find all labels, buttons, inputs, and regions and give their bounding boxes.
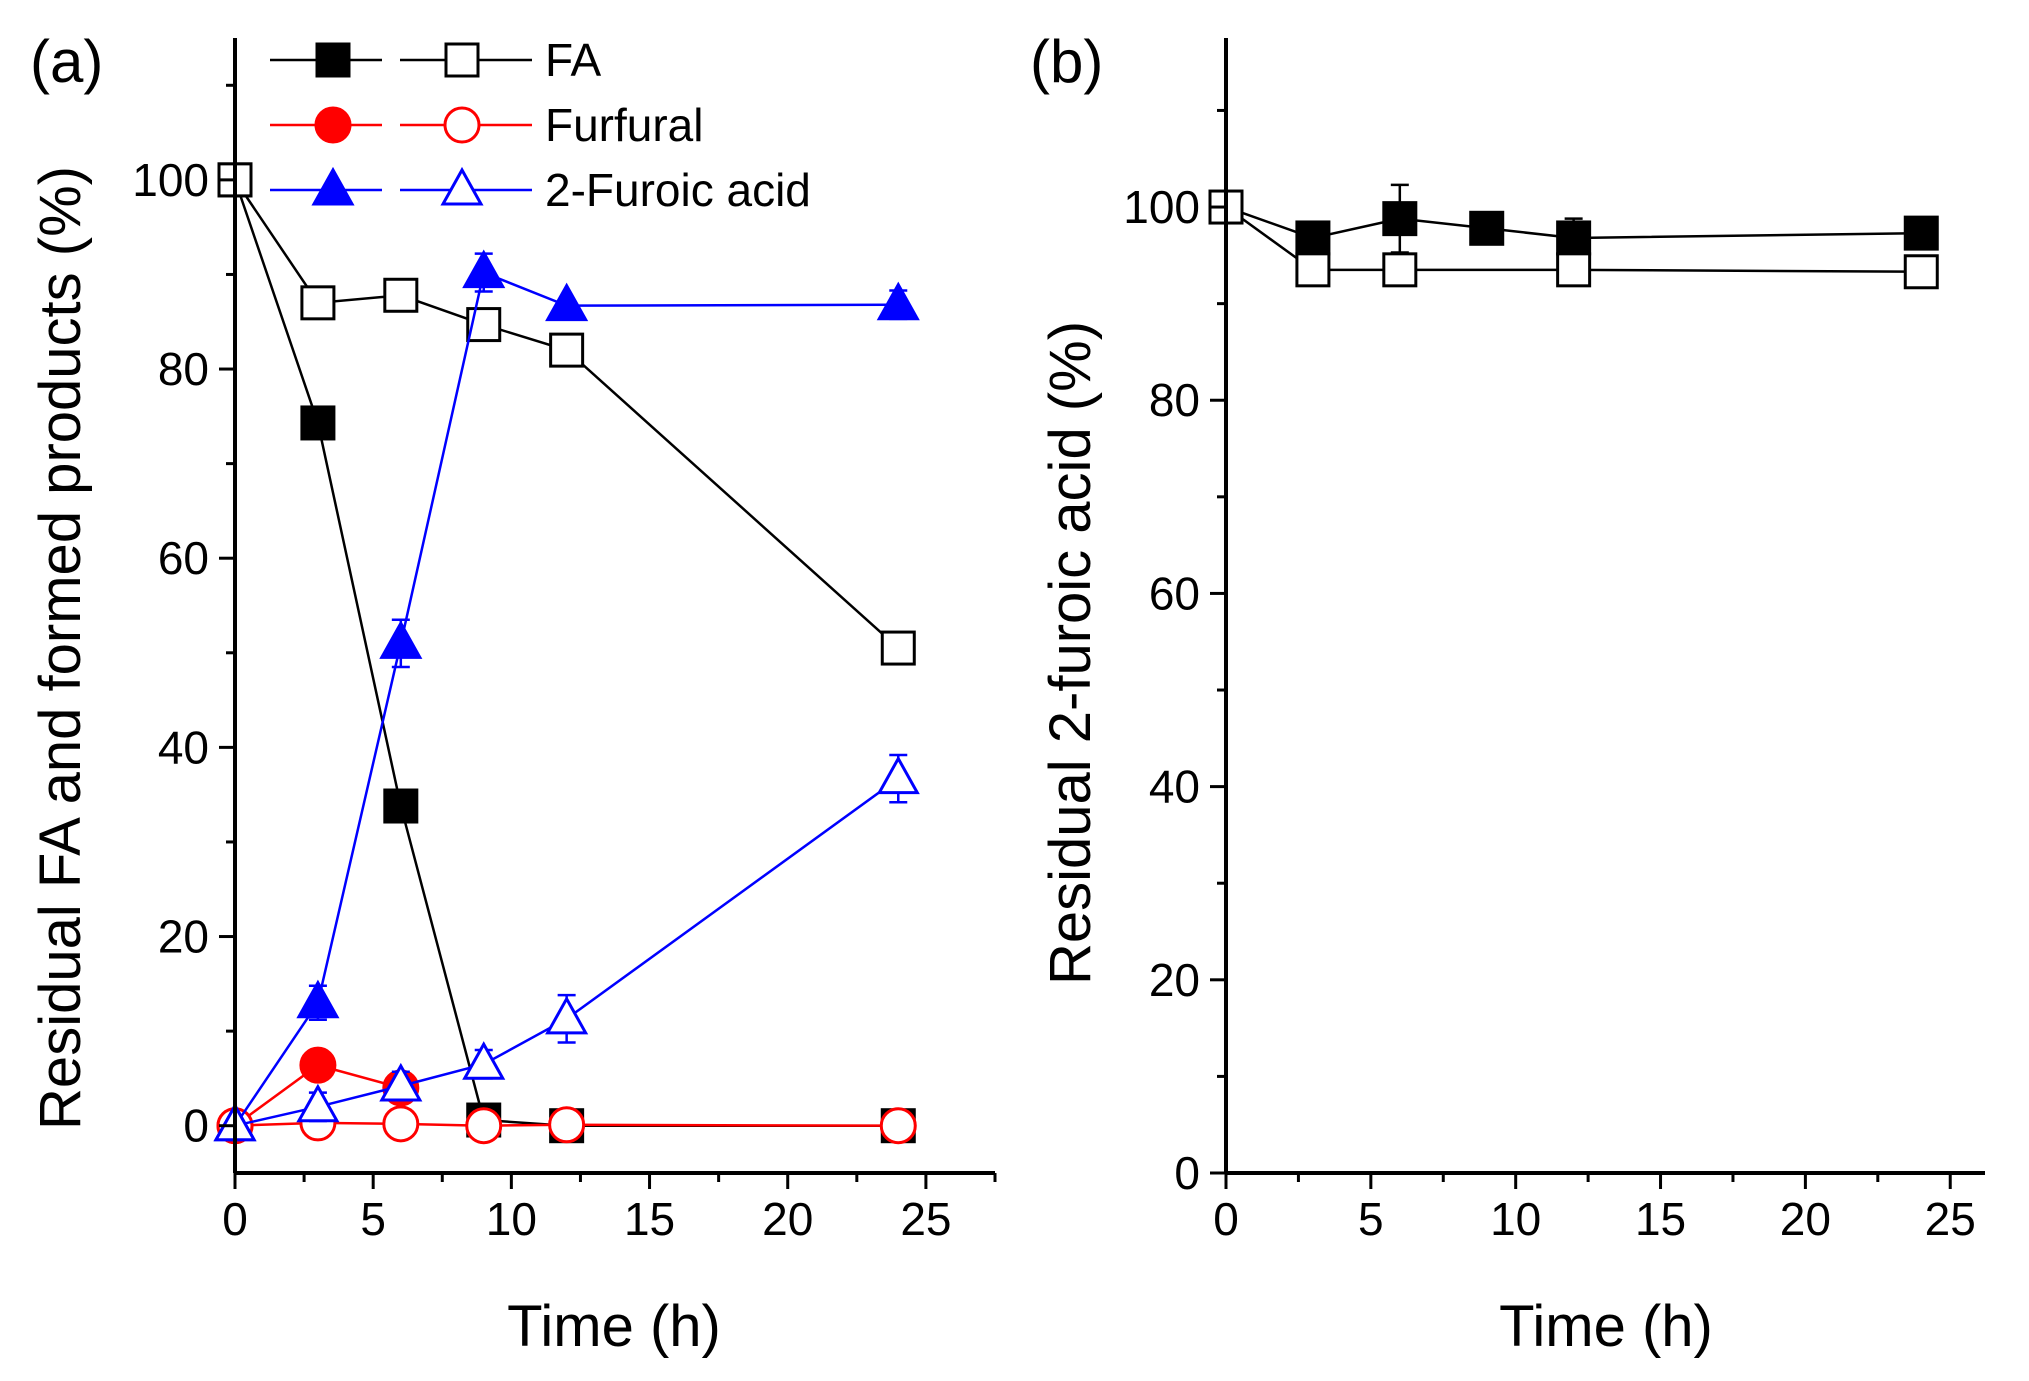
data-point xyxy=(876,281,920,321)
panel-a-x-axis-title: Time (h) xyxy=(507,1294,721,1359)
panel-a-legend: FA Furfural 2-Furoic acid xyxy=(270,34,811,216)
panel-b-x-axis-title: Time (h) xyxy=(1499,1294,1713,1359)
data-point xyxy=(382,1105,420,1143)
series-line xyxy=(233,179,900,649)
panel-b-label: (b) xyxy=(1030,28,1103,95)
panel-a-label: (a) xyxy=(30,28,103,95)
legend-marker-open xyxy=(443,106,481,144)
data-point xyxy=(1556,220,1592,256)
data-point xyxy=(880,630,916,666)
y-tick-label: 0 xyxy=(1174,1147,1200,1199)
data-point xyxy=(1295,252,1331,288)
data-point xyxy=(300,405,336,441)
y-tick-label: 60 xyxy=(1149,567,1200,619)
data-point xyxy=(549,332,585,368)
data-point xyxy=(1469,210,1505,246)
legend-entry: Furfural xyxy=(270,99,703,151)
data-point xyxy=(1382,201,1418,237)
x-tick-label: 10 xyxy=(1490,1193,1541,1245)
legend-entry: FA xyxy=(270,34,602,86)
x-tick-label: 5 xyxy=(360,1193,386,1245)
x-tick-label: 5 xyxy=(1358,1193,1384,1245)
y-tick-label: 40 xyxy=(158,721,209,773)
data-point xyxy=(879,1107,917,1145)
panel-b-y-axis-title: Residual 2-furoic acid (%) xyxy=(1038,321,1103,985)
x-tick-label: 15 xyxy=(624,1193,675,1245)
y-tick-label: 20 xyxy=(158,911,209,963)
panel-a-plot-area xyxy=(213,162,920,1145)
panel-a-y-axis-title: Residual FA and formed products (%) xyxy=(28,166,93,1130)
x-tick-label: 20 xyxy=(1780,1193,1831,1245)
data-point xyxy=(1903,254,1939,290)
series-filled xyxy=(1225,183,1939,259)
panel-b-axes: 0 5 10 15 20 25 0 20 40 60 80 100 xyxy=(1123,38,1985,1245)
panel-a: (a) 0 5 10 15 20 25 0 20 40 60 80 100 FA Furfural 2-F… xyxy=(28,28,997,1359)
y-tick-label: 0 xyxy=(183,1100,209,1152)
panel-b-plot-area xyxy=(1208,183,1939,290)
data-point xyxy=(379,1062,423,1102)
data-point xyxy=(296,1083,340,1123)
data-point xyxy=(300,285,336,321)
data-point xyxy=(379,620,423,659)
legend-marker-filled xyxy=(311,166,355,206)
data-point xyxy=(876,755,920,795)
x-tick-label: 20 xyxy=(762,1193,813,1245)
series-2-furoic-acid-filled- xyxy=(213,249,920,1142)
series-line xyxy=(234,777,900,1127)
y-tick-label: 80 xyxy=(158,343,209,395)
data-point xyxy=(1556,252,1592,288)
data-point xyxy=(545,282,589,322)
series-furfural-open- xyxy=(216,1104,917,1145)
legend-marker-filled xyxy=(314,106,352,144)
data-point xyxy=(548,1106,586,1144)
legend-label: Furfural xyxy=(545,99,703,151)
data-point xyxy=(1903,215,1939,251)
y-tick-label: 20 xyxy=(1149,954,1200,1006)
panel-b: (b) 0 5 10 15 20 25 0 20 40 60 80 100 Time (h) Resi… xyxy=(1030,28,1985,1359)
x-tick-label: 25 xyxy=(1925,1193,1976,1245)
x-tick-label: 15 xyxy=(1635,1193,1686,1245)
legend-label: FA xyxy=(545,34,602,86)
y-tick-label: 80 xyxy=(1149,374,1200,426)
legend-marker-open xyxy=(440,166,484,206)
data-point xyxy=(383,788,419,824)
series-line xyxy=(233,179,899,1127)
data-point xyxy=(296,979,340,1019)
x-tick-label: 0 xyxy=(1213,1193,1239,1245)
y-tick-label: 100 xyxy=(132,154,209,206)
y-tick-label: 40 xyxy=(1149,761,1200,813)
legend-label: 2-Furoic acid xyxy=(545,164,811,216)
y-tick-label: 100 xyxy=(1123,181,1200,233)
data-point xyxy=(383,277,419,313)
panel-a-axes: 0 5 10 15 20 25 0 20 40 60 80 100 xyxy=(132,38,997,1245)
data-point xyxy=(545,995,589,1035)
x-tick-label: 25 xyxy=(900,1193,951,1245)
series-line xyxy=(233,270,899,1127)
legend-marker-filled xyxy=(315,42,351,78)
data-point xyxy=(462,1041,506,1080)
legend-entry: 2-Furoic acid xyxy=(270,164,811,216)
x-tick-label: 0 xyxy=(222,1193,248,1245)
data-point xyxy=(465,1107,503,1145)
y-tick-label: 60 xyxy=(158,532,209,584)
x-tick-label: 10 xyxy=(486,1193,537,1245)
data-point xyxy=(462,249,506,289)
data-point xyxy=(1382,252,1418,288)
legend-marker-open xyxy=(444,42,480,78)
data-point xyxy=(299,1046,337,1084)
data-point xyxy=(1295,220,1331,256)
